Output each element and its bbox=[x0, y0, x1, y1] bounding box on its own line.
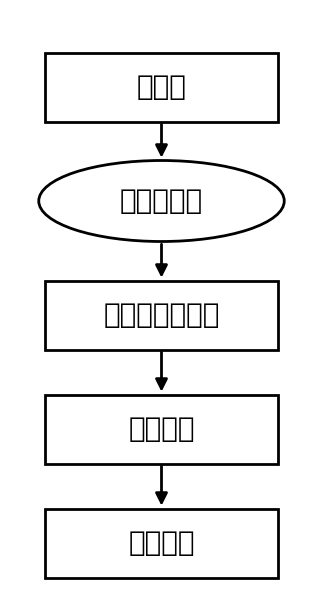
Text: 测试结束: 测试结束 bbox=[128, 529, 195, 557]
Ellipse shape bbox=[39, 160, 284, 241]
Text: 高进度数据采集: 高进度数据采集 bbox=[103, 301, 220, 329]
Text: 初始化: 初始化 bbox=[137, 73, 186, 101]
Bar bbox=[45, 395, 278, 463]
Text: 单色仪定标: 单色仪定标 bbox=[120, 187, 203, 215]
Bar bbox=[45, 280, 278, 349]
Bar bbox=[45, 509, 278, 577]
Text: 保存数据: 保存数据 bbox=[128, 415, 195, 443]
Bar bbox=[45, 52, 278, 121]
